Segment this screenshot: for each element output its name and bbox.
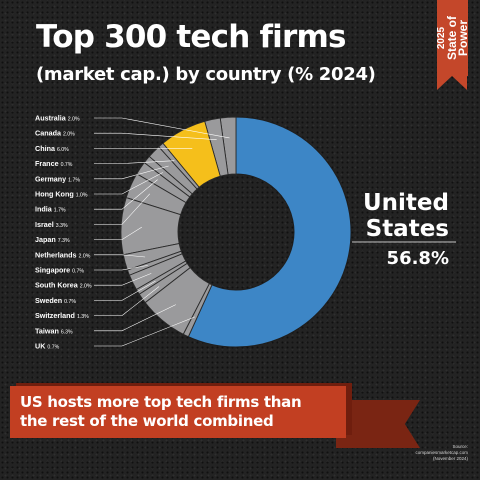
source-note: Source: companiesmarketcap.com (November… [415, 444, 468, 462]
value-netherlands: 2.0% [79, 253, 91, 259]
label-israel: Israel 3.3% [35, 220, 68, 229]
label-japan: Japan 7.3% [35, 235, 70, 244]
leader-taiwan [94, 304, 176, 332]
leader-france [94, 160, 175, 164]
slice-taiwan [144, 266, 211, 335]
chart-title: Top 300 tech firms [36, 19, 346, 55]
source-label: Source: [452, 444, 468, 449]
us-label-line2: States [366, 216, 449, 242]
slice-united-states [187, 116, 352, 348]
slice-china [162, 120, 221, 188]
label-france: France 0.7% [35, 159, 73, 168]
source-site: companiesmarketcap.com [415, 450, 468, 455]
leader-uk [94, 316, 195, 347]
leader-germany [94, 165, 169, 180]
value-uk: 0.7% [47, 345, 59, 351]
takeaway-banner: US hosts more top tech firms than the re… [10, 386, 346, 438]
value-hong-kong: 1.0% [76, 193, 88, 199]
value-south-korea: 2.0% [80, 284, 92, 290]
leader-japan [94, 226, 142, 240]
value-australia: 2.0% [68, 117, 80, 123]
label-india: India 1.7% [35, 205, 66, 214]
leader-india [94, 179, 158, 210]
us-label-line1: United [363, 190, 449, 216]
value-germany: 1.7% [68, 177, 80, 183]
leader-sweden [94, 280, 156, 301]
leader-australia [94, 117, 230, 139]
value-switzerland: 1.3% [77, 314, 89, 320]
country-labels: Australia 2.0% Canada 2.0% China 6.0% Franc… [35, 114, 92, 351]
state-of-power-badge: 2025 State of Power [436, 0, 470, 90]
slice-australia [219, 116, 237, 176]
slice-south-korea [128, 253, 187, 291]
label-uk: UK 0.7% [35, 342, 60, 351]
chart-subtitle: (market cap.) by country (% 2024) [36, 64, 376, 85]
label-sweden: Sweden 0.7% [35, 296, 76, 305]
source-date: (November 2024) [432, 456, 468, 461]
label-switzerland: Switzerland 1.3% [35, 311, 89, 320]
value-singapore: 0.7% [72, 269, 84, 275]
value-taiwan: 6.3% [61, 329, 73, 335]
leader-switzerland [94, 286, 160, 316]
slice-india [136, 161, 191, 204]
label-hong-kong: Hong Kong 1.0% [35, 190, 88, 199]
slice-canada [204, 117, 229, 177]
slice-germany [148, 146, 198, 195]
value-france: 0.7% [61, 162, 73, 168]
label-australia: Australia 2.0% [35, 114, 80, 123]
value-sweden: 0.7% [64, 299, 76, 305]
label-china: China 6.0% [35, 144, 69, 153]
label-netherlands: Netherlands 2.0% [35, 250, 91, 259]
leader-netherlands [94, 254, 146, 258]
value-india: 1.7% [54, 208, 66, 214]
label-germany: Germany 1.7% [35, 174, 80, 183]
label-singapore: Singapore 0.7% [35, 266, 84, 275]
leader-hong-kong [94, 172, 163, 195]
label-canada: Canada 2.0% [35, 129, 75, 138]
leader-singapore [94, 265, 148, 271]
slice-uk [182, 282, 213, 338]
banner-line2: the rest of the world combined [20, 412, 274, 430]
label-leader-lines [94, 117, 230, 347]
us-value-label: 56.8% [387, 248, 449, 269]
donut-slices [120, 116, 352, 348]
label-south-korea: South Korea 2.0% [35, 281, 92, 290]
leader-israel [94, 193, 150, 225]
value-canada: 2.0% [63, 132, 75, 138]
value-israel: 3.3% [56, 223, 68, 229]
slice-netherlands [122, 242, 182, 271]
value-china: 6.0% [57, 147, 69, 153]
leader-south-korea [94, 273, 152, 286]
label-taiwan: Taiwan 6.3% [35, 326, 73, 335]
leader-canada [94, 132, 217, 140]
value-japan: 7.3% [58, 238, 70, 244]
banner-line1: US hosts more top tech firms than [20, 393, 302, 411]
slice-japan [120, 197, 182, 256]
